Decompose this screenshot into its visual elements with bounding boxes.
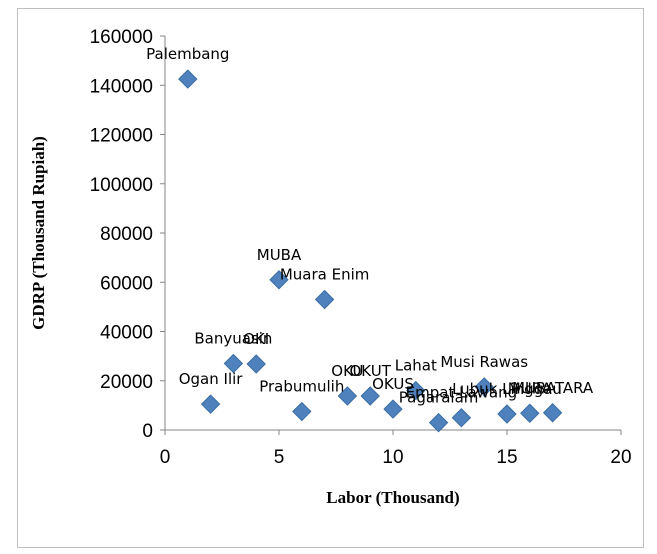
point-label: MUBA xyxy=(257,246,302,264)
data-point xyxy=(314,289,335,310)
data-point xyxy=(223,353,244,374)
y-tick-label: 80000 xyxy=(100,224,153,245)
point-label: MURA xyxy=(508,379,553,397)
y-tick-label: 140000 xyxy=(90,76,153,97)
x-tick-label: 5 xyxy=(274,447,285,468)
data-point xyxy=(520,403,540,423)
y-tick-label: 100000 xyxy=(90,175,153,196)
point-label: Muara Enim xyxy=(280,265,370,283)
data-point xyxy=(406,380,426,401)
data-point xyxy=(337,386,358,406)
data-point xyxy=(178,69,198,89)
x-tick-label: 10 xyxy=(382,447,403,468)
data-point xyxy=(246,354,266,374)
y-axis-title: GDRP (Thousand Rupiah) xyxy=(29,136,48,330)
data-point xyxy=(474,377,494,397)
point-label: OKU xyxy=(331,362,363,380)
y-tick-label: 20000 xyxy=(100,372,153,393)
point-label: Lahat xyxy=(395,357,437,375)
y-tick-label: 0 xyxy=(142,421,153,442)
x-axis-title: Labor (Thousand) xyxy=(326,488,459,507)
point-label: Pagaralam xyxy=(399,389,479,407)
point-label: Empat Lawang xyxy=(406,384,518,402)
x-tick-label: 0 xyxy=(160,447,171,468)
data-point xyxy=(383,399,403,419)
data-point xyxy=(451,407,472,428)
data-point xyxy=(428,412,449,433)
point-label: Lubuk Linggau xyxy=(452,380,562,398)
data-point xyxy=(292,401,312,422)
data-point xyxy=(542,403,563,423)
data-point xyxy=(269,270,289,290)
point-label: OKUS xyxy=(372,375,414,393)
y-tick-label: 40000 xyxy=(100,323,153,344)
chart-frame xyxy=(17,8,644,548)
point-label: MURATARA xyxy=(512,379,594,397)
x-tick-label: 20 xyxy=(610,447,631,468)
point-label: OKI xyxy=(243,330,269,348)
point-label: Musi Rawas xyxy=(440,353,528,371)
x-tick-label: 15 xyxy=(496,447,517,468)
y-tick-label: 160000 xyxy=(90,27,153,48)
y-tick-group: 0 20000 40000 60000 80000 100000 120000 140000 1… xyxy=(90,27,165,442)
x-tick-group: 0 5 10 15 20 xyxy=(160,430,632,468)
point-label: Banyuasin xyxy=(194,330,272,348)
marker-group xyxy=(178,69,563,433)
point-label: Palembang xyxy=(146,45,229,63)
point-label: Ogan Ilir xyxy=(179,370,244,388)
data-point xyxy=(200,394,221,414)
y-tick-label: 60000 xyxy=(100,273,153,294)
point-label: Prabumulih xyxy=(259,378,344,396)
y-tick-label: 120000 xyxy=(90,126,153,147)
data-point xyxy=(360,386,380,406)
data-point xyxy=(497,404,517,424)
point-label: OKUT xyxy=(350,362,392,380)
